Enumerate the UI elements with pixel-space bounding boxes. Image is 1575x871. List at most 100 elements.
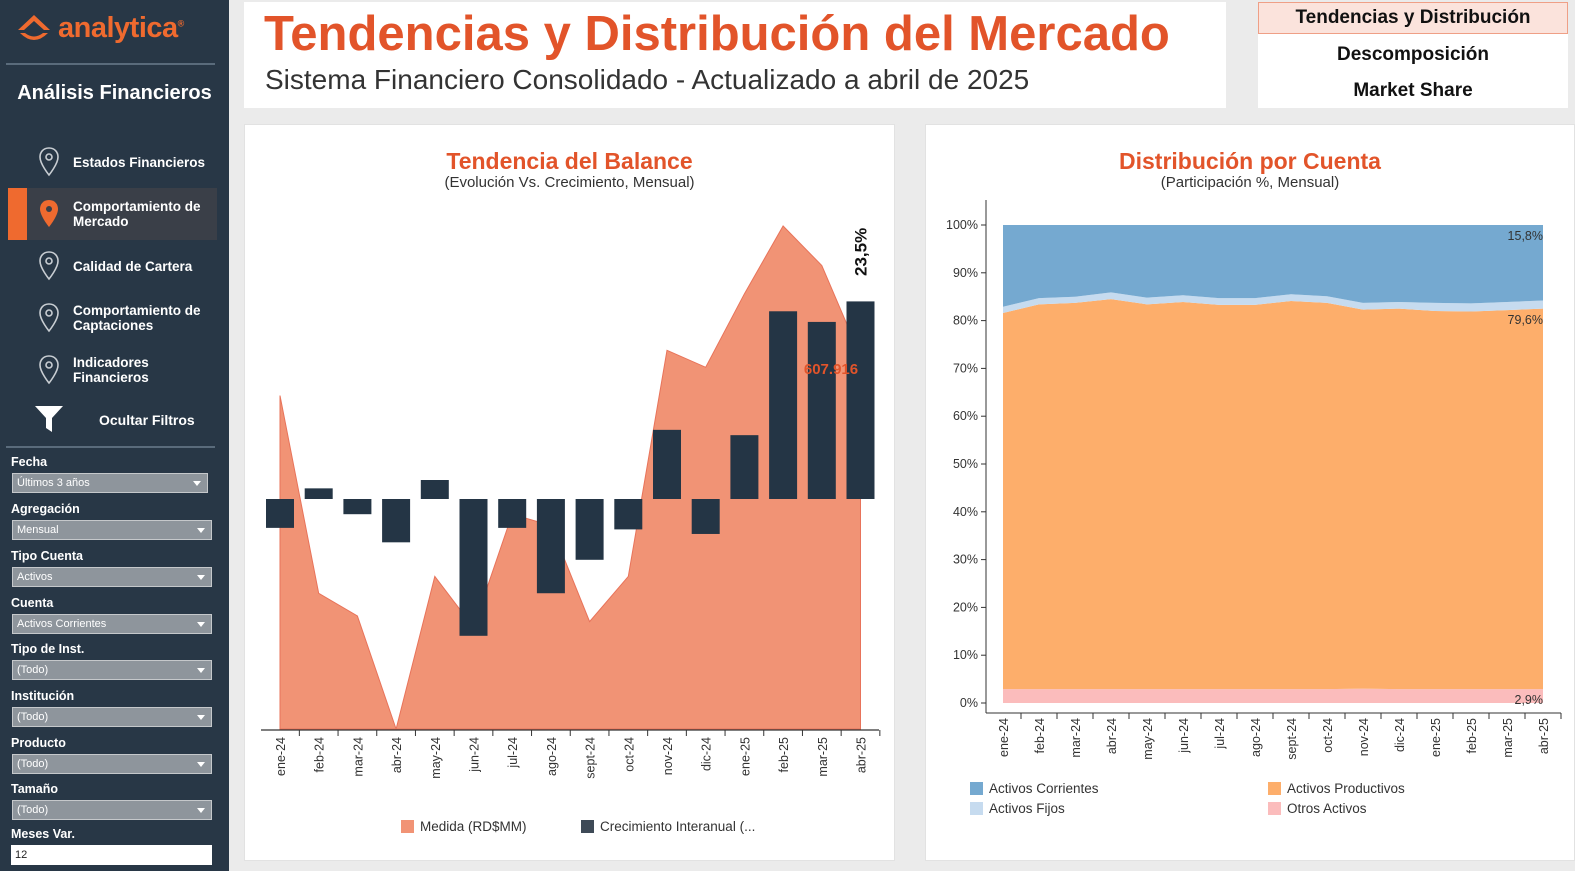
y-tick-label: 10% — [953, 648, 978, 662]
legend-item-productivos: Activos Productivos — [1268, 781, 1405, 796]
x-tick-label: oct-24 — [1321, 718, 1335, 753]
y-tick-label: 50% — [953, 457, 978, 471]
y-tick-label: 30% — [953, 553, 978, 567]
growth-bar — [653, 429, 681, 499]
nav-label: Comportamiento de Captaciones — [73, 303, 201, 333]
legend-label: Activos Corrientes — [989, 781, 1099, 796]
filter-select-tamano[interactable]: (Todo) — [12, 800, 212, 820]
chart-title: Tendencia del Balance — [446, 148, 693, 174]
tab-descomposicion[interactable]: Descomposición — [1336, 44, 1490, 65]
growth-bar — [575, 499, 604, 560]
filter-value: (Todo) — [17, 711, 49, 723]
sidebar-divider — [6, 446, 215, 448]
x-tick-label: ene-24 — [997, 718, 1011, 757]
filter-value: Activos Corrientes — [17, 618, 107, 630]
filter-select-fecha[interactable]: Últimos 3 años — [12, 473, 208, 493]
growth-bar — [420, 480, 449, 499]
x-tick-label: sept-24 — [584, 737, 598, 779]
y-tick-label: 80% — [953, 314, 978, 328]
hide-filters-label: Ocultar Filtros — [99, 412, 195, 428]
stacked-area-activos-productivos — [1003, 299, 1543, 690]
growth-bar — [382, 499, 411, 543]
nav-label: Calidad de Cartera — [73, 258, 193, 274]
legend-label: Activos Productivos — [1287, 781, 1405, 796]
stacked-area-activos-fijos — [1003, 292, 1543, 313]
filter-label-tipo-cuenta: Tipo Cuenta — [11, 549, 83, 563]
tab-tendencias-distribucion[interactable]: Tendencias y Distribución — [1258, 2, 1568, 34]
nav-item-comportamiento-captaciones[interactable]: Comportamiento de Captaciones — [8, 292, 217, 344]
chevron-down-icon — [197, 528, 205, 533]
chevron-down-icon — [197, 715, 205, 720]
growth-data-label: 23,5% — [852, 228, 871, 276]
logo-icon — [18, 15, 50, 40]
measure-data-label: 607.916 — [804, 361, 858, 378]
stacked-area-activos-corrientes — [1003, 225, 1543, 307]
y-tick-label: 40% — [953, 505, 978, 519]
chevron-down-icon — [197, 762, 205, 767]
x-tick-label: abr-24 — [1105, 718, 1119, 754]
filter-label-tamano: Tamaño — [11, 782, 58, 796]
chevron-down-icon — [197, 808, 205, 813]
growth-bar — [304, 488, 333, 499]
growth-bar — [343, 499, 372, 515]
nav-item-calidad-cartera[interactable]: Calidad de Cartera — [8, 240, 217, 292]
legend-swatch — [1268, 802, 1281, 815]
filter-select-cuenta[interactable]: Activos Corrientes — [12, 614, 212, 634]
filter-value: (Todo) — [17, 664, 49, 676]
filter-select-tipo-cuenta[interactable]: Activos — [12, 567, 212, 587]
nav-item-indicadores-financieros[interactable]: Indicadores Financieros — [8, 344, 217, 396]
legend-item-otros: Otros Activos — [1268, 801, 1367, 816]
filter-select-agregacion[interactable]: Mensual — [12, 520, 212, 540]
filter-value: Activos — [17, 571, 53, 583]
otros-data-label: 2,9% — [1515, 693, 1544, 707]
filter-value: Últimos 3 años — [17, 477, 90, 489]
growth-bar — [459, 499, 488, 636]
corrientes-data-label: 15,8% — [1508, 229, 1543, 243]
growth-bar — [536, 499, 565, 594]
map-pin-icon — [39, 147, 59, 177]
nav-label: Estados Financieros — [73, 154, 206, 170]
filter-select-institucion[interactable]: (Todo) — [12, 707, 212, 727]
x-tick-label: abr-25 — [1537, 718, 1551, 754]
growth-bar — [807, 321, 836, 499]
legend-swatch — [970, 782, 983, 795]
months-var-input[interactable] — [11, 845, 212, 865]
nav-item-comportamiento-mercado[interactable]: Comportamiento de Mercado — [8, 188, 217, 240]
filter-value: Mensual — [17, 524, 59, 536]
x-tick-label: dic-24 — [1393, 718, 1407, 752]
filter-select-tipo-inst[interactable]: (Todo) — [12, 660, 212, 680]
x-tick-label: may-24 — [429, 737, 443, 779]
legend-swatch — [970, 802, 983, 815]
distribution-panel: Distribución por Cuenta (Participación %… — [925, 124, 1575, 861]
hide-filters-button[interactable]: Ocultar Filtros — [8, 398, 217, 442]
legend-item-fijos: Activos Fijos — [970, 801, 1065, 816]
nav-item-estados-financieros[interactable]: Estados Financieros — [8, 136, 217, 188]
balance-trend-panel: Tendencia del Balance (Evolución Vs. Cre… — [244, 124, 895, 861]
filter-label-institucion: Institución — [11, 689, 75, 703]
x-tick-label: jun-24 — [1177, 718, 1191, 754]
map-pin-icon — [39, 251, 59, 281]
filter-value: (Todo) — [17, 758, 49, 770]
filter-select-producto[interactable]: (Todo) — [12, 754, 212, 774]
x-tick-label: mar-24 — [351, 737, 365, 777]
map-pin-icon — [39, 303, 59, 333]
legend-item-crecimiento: Crecimiento Interanual (... — [581, 819, 755, 834]
x-tick-label: jul-24 — [1213, 718, 1227, 750]
filter-label-producto: Producto — [11, 736, 66, 750]
y-tick-label: 100% — [946, 218, 978, 232]
x-tick-label: feb-25 — [1465, 718, 1479, 753]
x-tick-label: ago-24 — [1249, 718, 1263, 757]
logo-text: analytica® — [58, 11, 184, 44]
x-tick-label: ene-25 — [738, 737, 752, 776]
page-header: Tendencias y Distribución del Mercado Si… — [244, 2, 1226, 108]
chart-subtitle: (Evolución Vs. Crecimiento, Mensual) — [444, 174, 695, 191]
chevron-down-icon — [197, 575, 205, 580]
growth-bar — [498, 499, 527, 528]
y-tick-label: 90% — [953, 266, 978, 280]
x-tick-label: feb-24 — [1033, 718, 1047, 753]
y-tick-label: 20% — [953, 600, 978, 614]
balance-trend-chart: ene-24 feb-24 mar-24 abr-24 may-24 jun-24 jul-… — [261, 225, 881, 779]
growth-bar — [730, 435, 759, 499]
tab-market-share[interactable]: Market Share — [1353, 80, 1473, 101]
legend-label: Activos Fijos — [989, 801, 1065, 816]
